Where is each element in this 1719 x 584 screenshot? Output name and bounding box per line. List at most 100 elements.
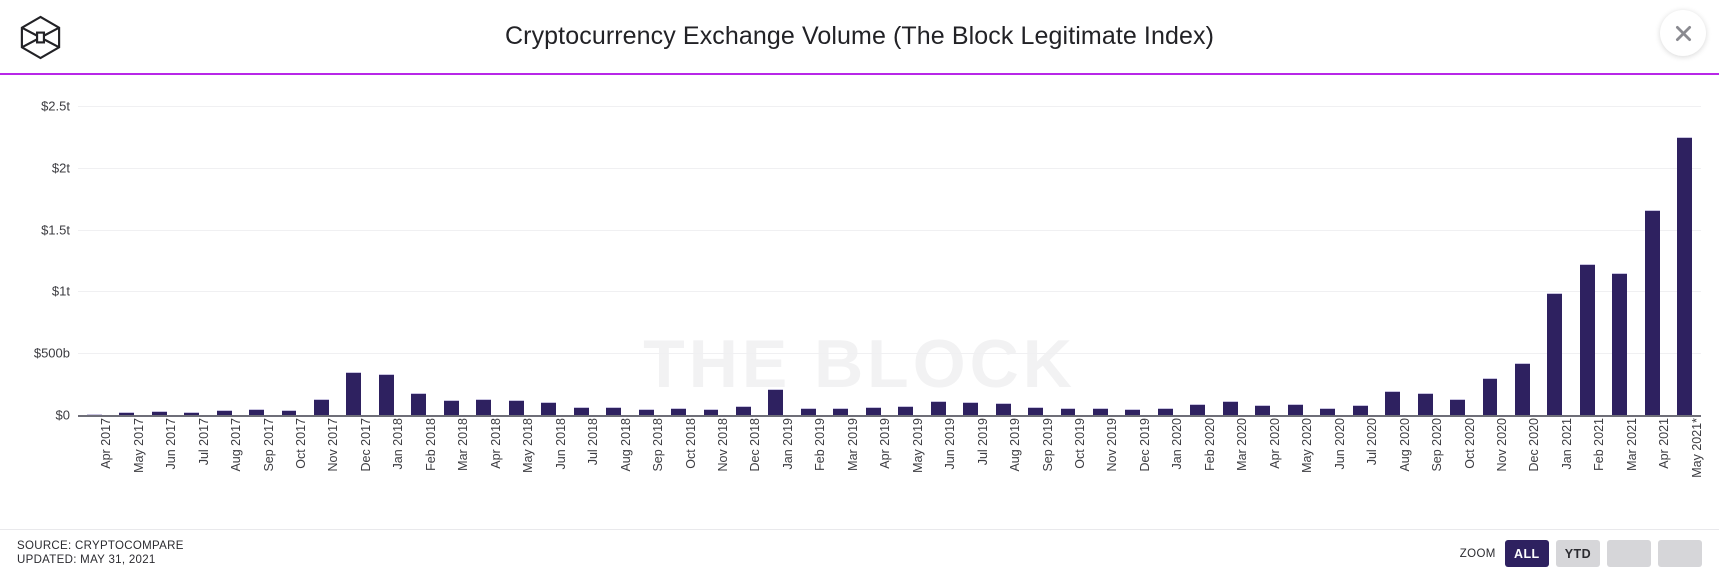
x-axis-tick-label: Feb 2019: [813, 418, 828, 471]
bar[interactable]: [1482, 377, 1498, 415]
bar[interactable]: [378, 373, 394, 415]
bar[interactable]: [1352, 404, 1368, 415]
bar[interactable]: [671, 408, 686, 415]
y-axis-tick-label: $1t: [51, 283, 70, 299]
zoom-button-all[interactable]: ALL: [1504, 540, 1549, 567]
bar[interactable]: [898, 406, 914, 415]
bar[interactable]: [606, 407, 622, 415]
x-axis-tick-label: Sep 2020: [1430, 418, 1445, 472]
gridline: [78, 353, 1701, 355]
x-axis-tick-label: Mar 2020: [1235, 418, 1250, 471]
bar[interactable]: [443, 399, 459, 415]
bar[interactable]: [703, 408, 719, 415]
chart-plot-area: THE BLOCK $0 $500b $1t $1.5t $2t $2.5t Apr 20…: [0, 75, 1719, 529]
chart-header: Cryptocurrency Exchange Volume (The Bloc…: [0, 0, 1719, 75]
bar[interactable]: [1385, 390, 1401, 415]
bar[interactable]: [184, 412, 200, 415]
source-line: SOURCE: CRYPTOCOMPARE: [17, 540, 184, 552]
bar[interactable]: [1644, 209, 1660, 415]
the-block-cube-logo: [17, 14, 64, 61]
bar[interactable]: [1417, 393, 1433, 415]
bar[interactable]: [1222, 401, 1238, 415]
bar[interactable]: [963, 401, 979, 415]
bar[interactable]: [541, 402, 557, 415]
bar[interactable]: [249, 408, 264, 415]
bar[interactable]: [1125, 409, 1141, 415]
bar-series: [78, 75, 1701, 415]
bar[interactable]: [768, 389, 784, 415]
bar[interactable]: [216, 410, 232, 415]
bar[interactable]: [638, 408, 654, 415]
bar[interactable]: [930, 401, 946, 415]
x-axis-tick-label: Apr 2021: [1657, 418, 1672, 469]
bar[interactable]: [86, 413, 102, 415]
x-axis-tick-label: Jul 2018: [586, 418, 601, 466]
x-axis-tick-label: Dec 2017: [358, 418, 373, 472]
x-axis-tick-label: May 2019: [910, 418, 925, 473]
zoom-button-blank-2[interactable]: [1607, 540, 1651, 567]
zoom-controls: ZOOM ALL YTD: [1460, 540, 1702, 567]
bar[interactable]: [476, 398, 492, 415]
bar[interactable]: [1450, 398, 1465, 415]
bar[interactable]: [1093, 408, 1108, 415]
x-axis-tick-label: Jun 2017: [164, 418, 179, 470]
x-axis-tick-label: May 2018: [521, 418, 536, 473]
bar[interactable]: [151, 411, 167, 415]
bar[interactable]: [573, 407, 589, 415]
x-axis-labels: Apr 2017 May 2017 Jun 2017 Jul 2017 Aug 2017…: [78, 418, 1704, 528]
x-axis-tick-label: Nov 2018: [715, 418, 730, 472]
bar[interactable]: [995, 402, 1011, 415]
bar[interactable]: [1190, 404, 1206, 415]
bar[interactable]: [1255, 405, 1271, 415]
bar[interactable]: [1515, 363, 1530, 415]
x-axis-tick-label: Sep 2017: [261, 418, 276, 472]
bar[interactable]: [1320, 407, 1336, 415]
gridline: [78, 167, 1701, 169]
bar[interactable]: [1579, 263, 1595, 415]
x-axis-tick-label: Nov 2019: [1105, 418, 1120, 472]
bar[interactable]: [1157, 407, 1173, 415]
x-axis-tick-label: Mar 2019: [845, 418, 860, 471]
x-axis-tick-label: May 2020: [1300, 418, 1315, 473]
x-axis-tick-label: Oct 2019: [1073, 418, 1088, 469]
x-axis-tick-label: Aug 2019: [1008, 418, 1023, 472]
x-axis-tick-label: Mar 2018: [456, 418, 471, 471]
bar[interactable]: [1547, 293, 1563, 415]
x-axis-tick-label: Jan 2021: [1559, 418, 1574, 470]
x-axis-tick-label: Apr 2020: [1267, 418, 1282, 469]
close-button[interactable]: [1660, 10, 1706, 56]
page-title: Cryptocurrency Exchange Volume (The Bloc…: [504, 22, 1214, 50]
gridline: [78, 229, 1701, 231]
bar[interactable]: [1060, 407, 1076, 415]
y-axis-tick-label: $1.5t: [41, 222, 70, 238]
bar[interactable]: [800, 408, 816, 415]
x-axis-tick-label: Apr 2017: [99, 418, 114, 469]
close-icon: [1675, 25, 1691, 41]
bar[interactable]: [1028, 407, 1044, 415]
bar[interactable]: [1287, 404, 1303, 415]
x-axis-tick-label: Oct 2020: [1462, 418, 1477, 469]
source-block: SOURCE: CRYPTOCOMPARE UPDATED: MAY 31, 2…: [17, 539, 184, 567]
bar[interactable]: [411, 392, 427, 415]
bar[interactable]: [346, 372, 362, 415]
x-axis-tick-label: Dec 2020: [1527, 418, 1542, 472]
zoom-button-blank-3[interactable]: [1658, 540, 1702, 567]
x-axis-tick-label: Jul 2017: [196, 418, 211, 466]
bar[interactable]: [865, 407, 881, 415]
x-axis-tick-label: Oct 2017: [293, 418, 308, 469]
x-axis-tick-label: Mar 2021: [1624, 418, 1639, 471]
bar[interactable]: [281, 409, 297, 415]
x-axis-tick-label: Nov 2020: [1495, 418, 1509, 472]
bar[interactable]: [313, 398, 329, 415]
bar[interactable]: [1612, 272, 1628, 415]
bar[interactable]: [735, 406, 751, 415]
zoom-button-ytd[interactable]: YTD: [1555, 540, 1600, 567]
x-axis-tick-label: Oct 2018: [683, 418, 698, 469]
x-axis-tick-label: Feb 2021: [1592, 418, 1607, 471]
bar[interactable]: [1677, 136, 1693, 415]
bar[interactable]: [508, 399, 524, 415]
bar[interactable]: [119, 412, 135, 415]
chart-footer: SOURCE: CRYPTOCOMPARE UPDATED: MAY 31, 2…: [0, 529, 1719, 584]
bar[interactable]: [833, 407, 849, 415]
